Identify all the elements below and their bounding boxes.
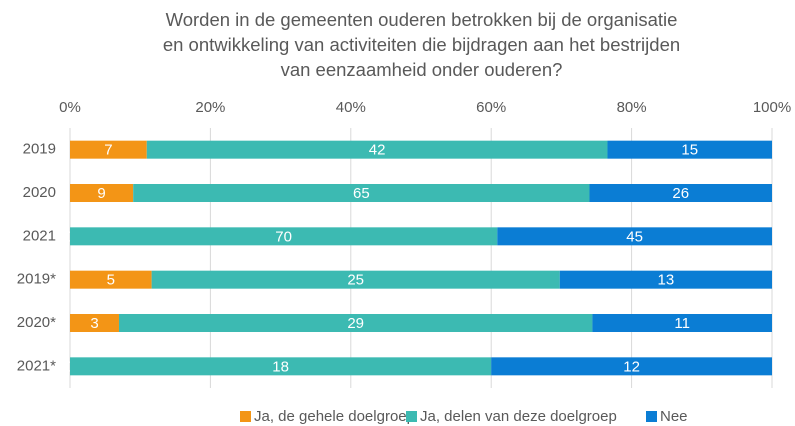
value-label: 42 [369, 142, 386, 159]
value-label: 13 [658, 272, 675, 289]
value-label: 65 [353, 185, 370, 202]
legend-swatch [646, 411, 657, 422]
bar-segment [70, 270, 152, 289]
y-tick-label: 2020 [23, 184, 56, 201]
x-tick-label: 80% [617, 99, 647, 116]
value-label: 9 [97, 185, 105, 202]
y-tick-label: 2021 [23, 227, 56, 244]
legend-swatch [240, 411, 251, 422]
bar-segment [592, 314, 772, 332]
x-tick-label: 0% [59, 99, 81, 116]
value-label: 3 [90, 315, 98, 332]
bar-segment [491, 357, 772, 376]
value-label: 15 [681, 142, 698, 159]
value-label: 7 [104, 142, 112, 159]
bar-segment [70, 357, 492, 376]
legend-swatch [406, 411, 417, 422]
chart-title: Worden in de gemeenten ouderen betrokken… [162, 9, 681, 80]
value-label: 25 [347, 272, 364, 289]
bar-segment [589, 184, 772, 202]
x-tick-label: 60% [476, 99, 506, 116]
y-tick-label: 2021* [17, 357, 56, 374]
bar-segment [133, 184, 590, 202]
legend-label: Nee [660, 408, 688, 425]
bar-segment [70, 140, 147, 159]
bar-segment [151, 270, 560, 289]
bar-segment [607, 140, 772, 159]
legend-label: Ja, de gehele doelgroep [254, 408, 415, 425]
value-label: 26 [672, 185, 689, 202]
legend-label: Ja, delen van deze doelgroep [420, 408, 617, 425]
x-tick-label: 100% [753, 99, 791, 116]
bar-segment [146, 140, 608, 159]
bar-segment [497, 227, 772, 246]
value-label: 18 [272, 358, 289, 375]
y-tick-label: 2019 [23, 141, 56, 158]
value-label: 5 [107, 272, 115, 289]
x-tick-label: 20% [195, 99, 225, 116]
bar-segment [559, 270, 772, 289]
bar-segment [70, 314, 119, 332]
bar-segment [70, 227, 498, 246]
value-label: 45 [626, 228, 643, 245]
value-label: 11 [674, 315, 690, 332]
bar-segment [70, 184, 134, 202]
value-label: 12 [623, 358, 640, 375]
value-label: 29 [347, 315, 364, 332]
x-tick-label: 40% [336, 99, 366, 116]
y-tick-label: 2020* [17, 314, 56, 331]
bar-segment [118, 314, 593, 332]
value-label: 70 [275, 228, 292, 245]
y-tick-label: 2019* [17, 271, 56, 288]
